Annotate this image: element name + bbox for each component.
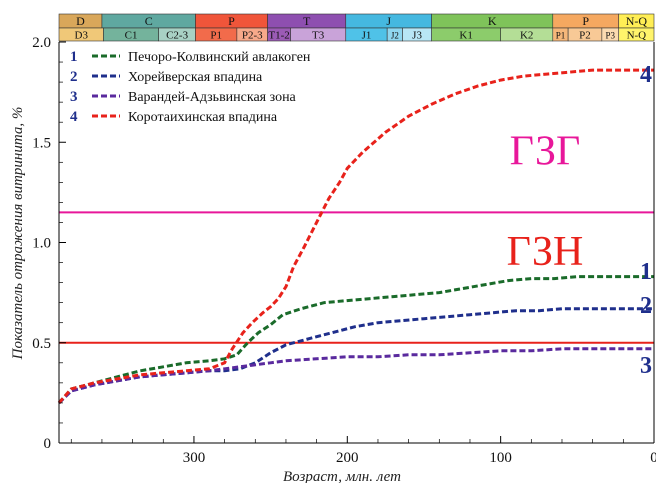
epoch-label: C2-3	[166, 30, 189, 42]
epoch-label: C1	[125, 30, 138, 42]
period-label: P	[228, 14, 235, 28]
zone-label-gzn: ГЗН	[507, 229, 584, 275]
series-lines	[57, 68, 654, 404]
epoch-label: J3	[412, 30, 422, 42]
legend-label: Печоро-Колвинский авлакоген	[128, 50, 311, 65]
x-tick-label: 0	[650, 450, 656, 466]
series-end-label-3: 3	[640, 353, 652, 379]
period-label: T	[303, 14, 311, 28]
y-tick-label: 0	[44, 436, 52, 452]
epoch-label: P3	[606, 31, 616, 41]
y-tick-label: 2.0	[32, 35, 51, 51]
epoch-label: K1	[459, 30, 472, 42]
series-end-label-2: 2	[640, 293, 652, 319]
period-label: C	[145, 14, 153, 28]
y-axis-title: Показатель отражения витринита, %	[10, 107, 26, 361]
epoch-label: N-Q	[627, 30, 647, 42]
period-label: N-Q	[626, 14, 648, 28]
period-label: P	[582, 14, 589, 28]
period-label: K	[488, 14, 497, 28]
legend-number: 3	[70, 89, 78, 105]
epoch-label: P2-3	[242, 30, 263, 42]
series-end-label-4: 4	[640, 62, 652, 88]
y-tick-label: 0.5	[32, 336, 51, 352]
epoch-label: J2	[391, 31, 399, 41]
y-tick-label: 1.5	[32, 135, 51, 151]
legend-label: Варандей-Адзьвинская зона	[128, 90, 297, 105]
x-tick-label: 200	[336, 450, 359, 466]
epoch-label: P1	[210, 30, 222, 42]
stratigraphy-bar: D C P T J K P N-Q D3 C1 C2-3 P1 P2-3 T1-2 T3 J1 J2 J3 K1 K2…	[58, 13, 655, 42]
epoch-label: T1-2	[268, 30, 289, 42]
x-tick-label: 100	[489, 450, 512, 466]
axes: 0 0.5 1.0 1.5 2.0 300 200 100 0	[32, 35, 656, 466]
epoch-cell	[618, 27, 655, 42]
series-line-4	[57, 68, 654, 404]
reference-lines: ГЗГ ГЗН	[59, 128, 654, 344]
epoch-label: K2	[520, 30, 533, 42]
period-label: J	[386, 14, 391, 28]
legend-label: Коротаихинская впадина	[128, 110, 278, 125]
x-axis-title: Возраст, млн. лет	[283, 469, 401, 483]
x-tick-label: 300	[183, 450, 206, 466]
y-tick-label: 1.0	[32, 236, 51, 252]
epoch-label: D3	[75, 30, 89, 42]
zone-label-gzg: ГЗГ	[510, 128, 581, 174]
series-line-1	[57, 275, 654, 404]
series-line-3	[57, 347, 654, 404]
legend-number: 1	[70, 49, 78, 65]
epoch-label: P1	[556, 31, 566, 41]
end-labels: 1 2 3 4	[640, 62, 652, 379]
epoch-label: P2	[579, 30, 591, 42]
legend-number: 2	[70, 69, 78, 85]
period-label: D	[76, 14, 85, 28]
legend-number: 4	[70, 109, 78, 125]
epoch-label: J1	[362, 30, 372, 42]
legend: 1 Печоро-Колвинский авлакоген 2 Хорейверска…	[70, 49, 311, 125]
epoch-label: T3	[312, 30, 325, 42]
legend-label: Хорейверская впадина	[128, 70, 263, 85]
series-end-label-1: 1	[640, 259, 652, 285]
